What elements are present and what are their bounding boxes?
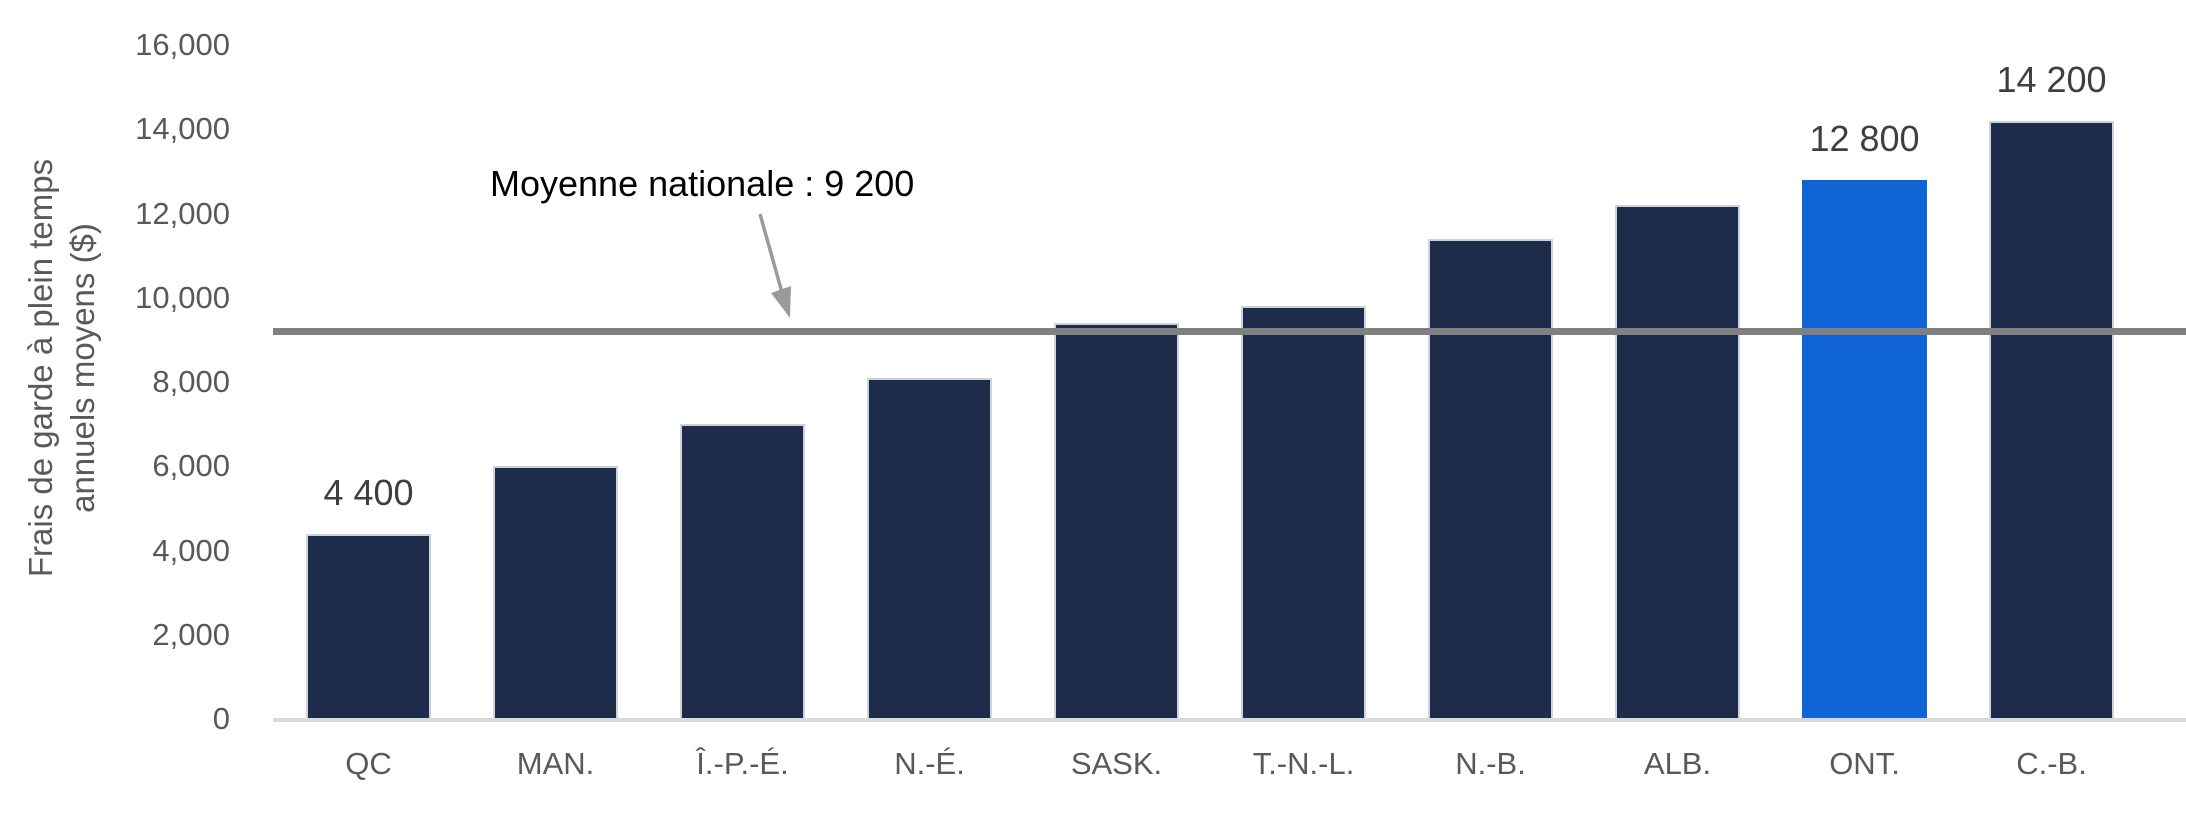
x-tick-label-Î.-P.-É.: Î.-P.-É. <box>696 746 789 781</box>
x-axis-line <box>273 718 2186 722</box>
x-tick-label-QC: QC <box>345 746 392 781</box>
national-average-annotation: Moyenne nationale : 9 200 <box>490 163 915 204</box>
y-tick-label: 0 <box>212 701 230 736</box>
national-average-line <box>273 327 2186 335</box>
x-tick-label-ONT.: ONT. <box>1829 746 1900 781</box>
bar-Î.-P.-É. <box>680 424 805 719</box>
bar-T.-N.-L. <box>1241 306 1366 719</box>
y-tick-label: 8,000 <box>152 364 230 399</box>
x-tick-label-SASK.: SASK. <box>1070 746 1163 781</box>
bar-value-label-QC: 4 400 <box>323 471 414 513</box>
y-tick-label: 14,000 <box>135 111 230 147</box>
y-tick-label: 16,000 <box>135 27 230 62</box>
y-tick-label: 6,000 <box>152 448 230 484</box>
bar-MAN. <box>493 466 618 719</box>
x-tick-label-MAN.: MAN. <box>516 746 595 781</box>
bar-C.-B. <box>1989 120 2114 719</box>
x-tick-label-ALB.: ALB. <box>1643 746 1712 781</box>
bar-ONT. <box>1802 179 1927 719</box>
bar-value-label-ONT.: 12 800 <box>1809 117 1920 159</box>
bar-N.-B. <box>1428 238 1553 719</box>
x-tick-label-N.-B.: N.-B. <box>1455 746 1526 781</box>
bar-N.-É. <box>867 377 992 719</box>
bar-value-label-C.-B.: 14 200 <box>1996 58 2107 100</box>
bar-SASK. <box>1054 323 1179 719</box>
y-tick-label: 2,000 <box>152 616 230 652</box>
y-tick-label: 12,000 <box>135 195 230 231</box>
x-tick-label-T.-N.-L.: T.-N.-L. <box>1252 746 1355 781</box>
y-tick-label: 4,000 <box>152 532 230 568</box>
x-tick-label-N.-É.: N.-É. <box>894 746 965 781</box>
bar-QC <box>306 533 431 719</box>
bar-ALB. <box>1615 205 1740 719</box>
y-tick-label: 10,000 <box>135 279 230 315</box>
x-tick-label-C.-B.: C.-B. <box>2016 746 2087 781</box>
